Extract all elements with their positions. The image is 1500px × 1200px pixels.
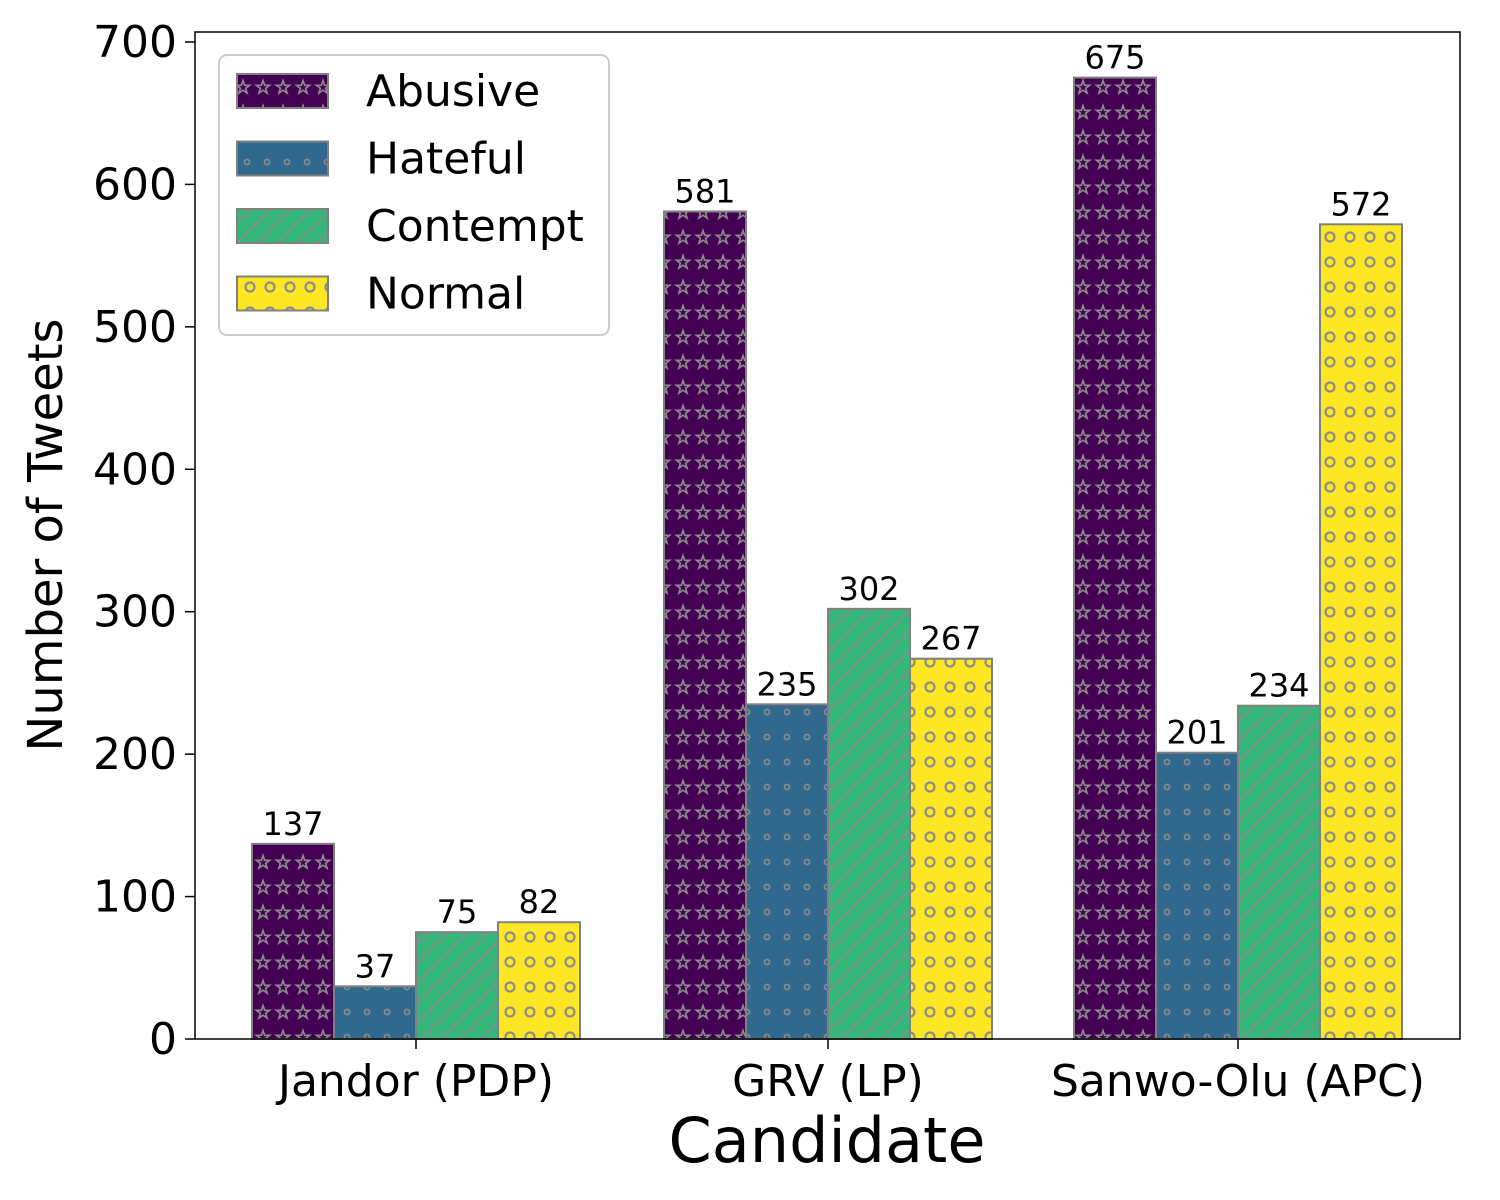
x-axis-title: Candidate: [669, 1104, 986, 1177]
legend-item-abusive: Abusive: [236, 66, 540, 117]
bar-pattern: [415, 931, 499, 1041]
legend-item-contempt: Contempt: [236, 201, 584, 252]
data-label: 302: [838, 570, 899, 608]
bar-abusive-0: [251, 842, 335, 1041]
data-label: 75: [437, 893, 478, 931]
bar-pattern: [333, 985, 417, 1041]
data-label: 675: [1084, 39, 1145, 77]
bar-pattern: [909, 657, 993, 1041]
bar-pattern: [663, 210, 747, 1041]
bar-pattern: [1155, 751, 1239, 1040]
y-tick-label: 100: [93, 872, 177, 923]
legend-label: Contempt: [366, 201, 584, 252]
bar-pattern: [1237, 704, 1321, 1040]
y-tick-label: 200: [93, 729, 177, 780]
legend-swatch-pattern: [236, 275, 329, 312]
legend: Abusive Hateful Contempt Normal: [218, 54, 610, 336]
data-label: 235: [756, 665, 817, 703]
bar-hateful-1: [745, 703, 829, 1040]
x-axis-ticks: Jandor (PDP) GRV (LP) Sanwo-Olu (APC): [275, 1039, 1425, 1107]
bar-contempt-2: [1237, 704, 1321, 1040]
data-label: 137: [262, 805, 323, 843]
legend-item-normal: Normal: [236, 269, 525, 320]
legend-swatch-pattern: [236, 73, 329, 109]
legend-label: Hateful: [366, 134, 526, 185]
data-label: 201: [1166, 714, 1227, 752]
bar-pattern: [1073, 76, 1157, 1041]
bar-abusive-2: [1073, 76, 1157, 1041]
bar-pattern: [497, 921, 581, 1040]
bar-pattern: [827, 607, 911, 1040]
data-label: 581: [674, 172, 735, 210]
legend-label: Normal: [366, 269, 525, 320]
legend-item-hateful: Hateful: [236, 134, 526, 185]
y-axis-ticks: 0 100 200 300 400 500 600 700: [93, 17, 195, 1065]
legend-swatch-pattern: [236, 140, 329, 177]
legend-frame: [218, 54, 610, 336]
x-tick-label: GRV (LP): [732, 1056, 924, 1107]
bar-abusive-1: [663, 210, 747, 1041]
bar-pattern: [745, 703, 829, 1040]
bar-normal-2: [1319, 223, 1403, 1040]
data-label: 82: [519, 883, 560, 921]
bar-hateful-0: [333, 985, 417, 1041]
legend-swatch-pattern: [236, 208, 329, 244]
bar-pattern: [251, 842, 335, 1041]
y-tick-label: 600: [93, 159, 177, 210]
y-tick-label: 300: [93, 587, 177, 638]
data-label: 234: [1248, 667, 1309, 705]
legend-label: Abusive: [366, 66, 540, 117]
bar-contempt-1: [827, 607, 911, 1040]
bar-hateful-2: [1155, 751, 1239, 1040]
y-tick-label: 0: [149, 1014, 177, 1065]
bar-contempt-0: [415, 931, 499, 1041]
bars-layer: [251, 76, 1403, 1041]
x-tick-label: Jandor (PDP): [275, 1056, 554, 1107]
x-tick-label: Sanwo-Olu (APC): [1051, 1056, 1425, 1107]
data-label: 267: [920, 620, 981, 658]
bar-pattern: [1319, 223, 1403, 1040]
y-tick-label: 500: [93, 302, 177, 353]
data-labels-layer: 137 581 675 37 235 201 75 302 234 82 267 572: [262, 39, 1391, 986]
bar-normal-1: [909, 657, 993, 1041]
data-label: 37: [355, 947, 396, 985]
data-label: 572: [1330, 185, 1391, 223]
y-tick-label: 400: [93, 444, 177, 495]
bar-normal-0: [497, 921, 581, 1040]
y-axis-title: Number of Tweets: [18, 318, 74, 751]
y-tick-label: 700: [93, 17, 177, 68]
